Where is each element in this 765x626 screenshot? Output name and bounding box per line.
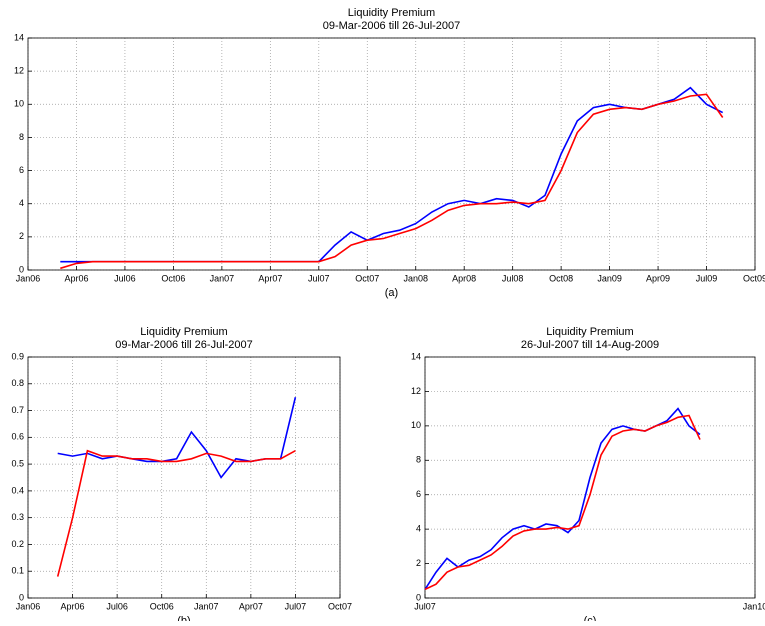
y-tick-label: 0.8 [11, 378, 24, 388]
x-tick-label: Oct09 [743, 273, 765, 283]
x-tick-label: Jan10 [743, 601, 765, 611]
x-tick-label: Apr08 [452, 273, 476, 283]
axes-frame [424, 356, 756, 599]
y-tick-label: 12 [411, 386, 421, 396]
x-tick-label: Jul09 [696, 273, 718, 283]
chart-subtitle: 09-Mar-2006 till 26-Jul-2007 [115, 339, 253, 351]
y-tick-label: 8 [416, 455, 421, 465]
y-tick-label: 0.6 [11, 432, 24, 442]
x-axis-label: (a) [385, 287, 398, 299]
x-tick-label: Jul07 [414, 601, 436, 611]
y-tick-label: 10 [14, 99, 24, 109]
x-axis-label: (c) [584, 615, 597, 621]
y-tick-label: 0.2 [11, 539, 24, 549]
chart-subtitle: 09-Mar-2006 till 26-Jul-2007 [323, 20, 461, 32]
axes-frame [27, 37, 756, 271]
y-tick-label: 6 [19, 165, 24, 175]
x-axis-label: (b) [177, 615, 190, 621]
x-tick-label: Jul08 [502, 273, 524, 283]
x-tick-label: Jan06 [16, 601, 41, 611]
y-tick-label: 0.9 [11, 351, 24, 361]
series-line [424, 414, 701, 591]
y-tick-label: 14 [14, 32, 24, 42]
y-tick-label: 0.5 [11, 458, 24, 468]
series-line [56, 449, 296, 577]
x-tick-label: Oct06 [150, 601, 174, 611]
y-tick-label: 0 [19, 592, 24, 602]
x-tick-label: Jul06 [114, 273, 136, 283]
y-tick-label: 2 [416, 558, 421, 568]
chart-subtitle: 26-Jul-2007 till 14-Aug-2009 [521, 339, 659, 351]
y-tick-label: 0.7 [11, 405, 24, 415]
y-tick-label: 0 [19, 264, 24, 274]
x-tick-label: Oct07 [355, 273, 379, 283]
chart-title: Liquidity Premium [140, 326, 227, 338]
x-tick-label: Apr07 [239, 601, 263, 611]
y-tick-label: 0 [416, 592, 421, 602]
y-tick-label: 8 [19, 132, 24, 142]
series-line [424, 407, 701, 590]
x-tick-label: Oct07 [328, 601, 352, 611]
y-tick-label: 0.3 [11, 512, 24, 522]
chart-title: Liquidity Premium [546, 326, 633, 338]
axes-frame [27, 356, 341, 599]
x-tick-label: Jan07 [210, 273, 235, 283]
x-tick-label: Jan09 [597, 273, 622, 283]
x-tick-label: Apr07 [258, 273, 282, 283]
y-tick-label: 0.4 [11, 485, 24, 495]
x-tick-label: Jul07 [308, 273, 330, 283]
chart-title: Liquidity Premium [348, 7, 435, 19]
y-tick-label: 4 [19, 198, 24, 208]
x-tick-label: Oct08 [549, 273, 573, 283]
x-tick-label: Apr06 [64, 273, 88, 283]
y-tick-label: 4 [416, 524, 421, 534]
series-line [60, 93, 724, 270]
x-tick-label: Apr06 [61, 601, 85, 611]
y-tick-label: 10 [411, 420, 421, 430]
x-tick-label: Apr09 [646, 273, 670, 283]
y-tick-label: 14 [411, 351, 421, 361]
y-tick-label: 0.1 [11, 566, 24, 576]
x-tick-label: Jan07 [194, 601, 219, 611]
y-tick-label: 2 [19, 231, 24, 241]
y-tick-label: 12 [14, 66, 24, 76]
x-tick-label: Jul06 [106, 601, 128, 611]
x-tick-label: Jul07 [285, 601, 307, 611]
x-tick-label: Jan06 [16, 273, 41, 283]
y-tick-label: 6 [416, 489, 421, 499]
x-tick-label: Oct06 [161, 273, 185, 283]
x-tick-label: Jan08 [403, 273, 428, 283]
